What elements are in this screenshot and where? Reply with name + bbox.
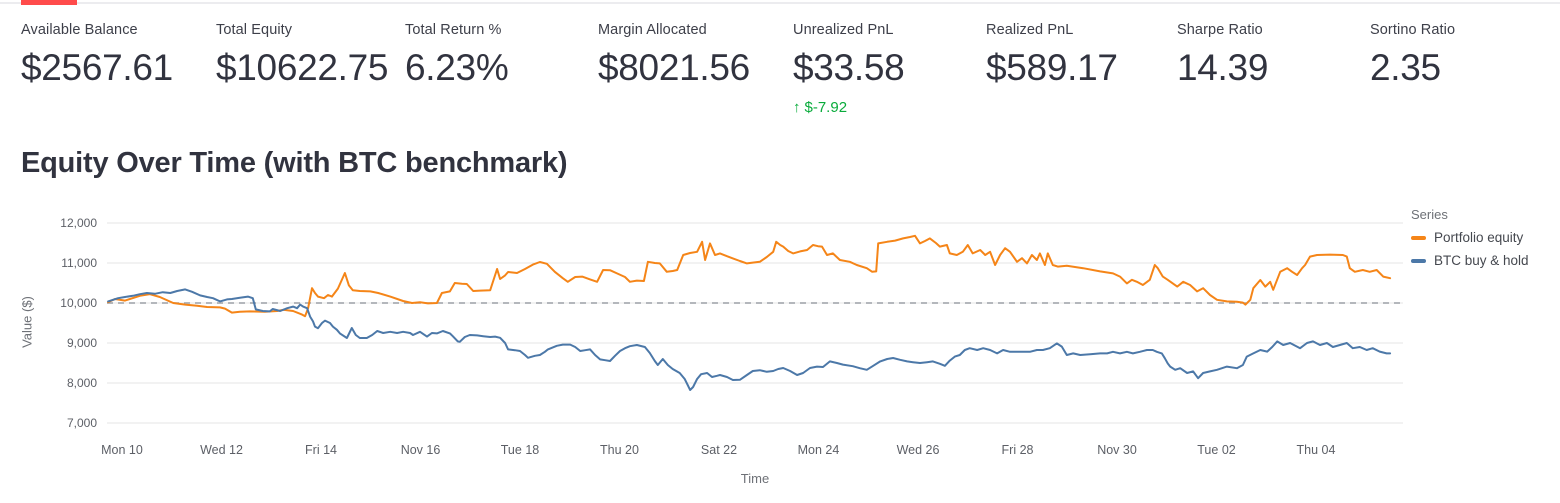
metric-delta-value: $-7.92 <box>804 99 848 116</box>
y-tick-label: 12,000 <box>60 216 97 230</box>
metric-label: Total Return % <box>405 22 502 38</box>
metric-label: Total Equity <box>216 22 293 38</box>
x-tick-label: Sat 22 <box>700 443 738 457</box>
legend-item-label: Portfolio equity <box>1434 230 1524 245</box>
y-tick-label: 11,000 <box>61 256 97 270</box>
x-tick-label: Wed 12 <box>200 443 243 457</box>
metric-label: Realized PnL <box>986 22 1074 38</box>
x-tick-label: Mon 10 <box>101 443 143 457</box>
page-title: Equity Over Time (with BTC benchmark) <box>21 147 568 179</box>
metric-label: Available Balance <box>21 22 138 38</box>
x-tick-label: Tue 18 <box>500 443 540 457</box>
metric-total-equity: Total Equity $10622.75 <box>216 22 404 89</box>
y-tick-label: 7,000 <box>66 416 97 430</box>
portfolio-equity-swatch-icon <box>1411 235 1426 240</box>
y-tick-label: 8,000 <box>66 376 97 390</box>
metric-unrealized-pnl: Unrealized PnL $33.58 ↑ $-7.92 <box>793 22 981 116</box>
metric-value: 6.23% <box>405 47 509 88</box>
top-decoration-track <box>0 2 1560 4</box>
metric-label: Margin Allocated <box>598 22 707 38</box>
legend-title: Series <box>1411 207 1448 222</box>
chart-legend: Series Portfolio equity BTC buy & hold <box>1411 207 1529 276</box>
x-axis-title: Time <box>740 471 770 486</box>
x-tick-label: Thu 20 <box>600 443 639 457</box>
series-line-portfolio-equity <box>107 234 1392 318</box>
metric-value: $33.58 <box>793 47 905 88</box>
metric-label: Unrealized PnL <box>793 22 894 38</box>
metric-value: $10622.75 <box>216 47 389 88</box>
metric-total-return: Total Return % 6.23% <box>405 22 593 89</box>
x-tick-label: Mon 24 <box>797 443 840 457</box>
y-tick-label: 9,000 <box>66 336 97 350</box>
y-tick-label: 10,000 <box>60 296 97 310</box>
x-tick-label: Nov 30 <box>1097 443 1137 457</box>
metric-margin-allocated: Margin Allocated $8021.56 <box>598 22 786 89</box>
up-arrow-icon: ↑ <box>793 99 801 116</box>
x-tick-label: Fri 28 <box>1001 443 1034 457</box>
x-tick-label: Thu 04 <box>1296 443 1336 457</box>
metric-value: $2567.61 <box>21 47 173 88</box>
metric-label: Sharpe Ratio <box>1177 22 1263 38</box>
y-axis-title: Value ($) <box>19 296 35 348</box>
legend-item-label: BTC buy & hold <box>1434 253 1529 268</box>
metric-value: $589.17 <box>986 47 1118 88</box>
btc-buy-hold-swatch-icon <box>1411 258 1426 263</box>
top-decoration-accent <box>21 0 77 5</box>
x-tick-label: Fri 14 <box>305 443 337 457</box>
metric-sortino-ratio: Sortino Ratio 2.35 <box>1370 22 1558 89</box>
metric-available-balance: Available Balance $2567.61 <box>21 22 209 89</box>
metric-delta: ↑ $-7.92 <box>793 99 981 116</box>
x-tick-label: Tue 02 <box>1197 443 1236 457</box>
x-tick-label: Wed 26 <box>896 443 940 457</box>
metric-value: 2.35 <box>1370 47 1441 88</box>
legend-item-btc-buy-hold: BTC buy & hold <box>1411 253 1529 268</box>
metric-sharpe-ratio: Sharpe Ratio 14.39 <box>1177 22 1365 89</box>
metric-label: Sortino Ratio <box>1370 22 1456 38</box>
metric-value: $8021.56 <box>598 47 750 88</box>
legend-item-portfolio-equity: Portfolio equity <box>1411 230 1529 245</box>
metric-value: 14.39 <box>1177 47 1269 88</box>
series-line-btc-buy-hold <box>107 288 1392 391</box>
x-tick-label: Nov 16 <box>400 443 441 457</box>
metric-realized-pnl: Realized PnL $589.17 <box>986 22 1174 89</box>
